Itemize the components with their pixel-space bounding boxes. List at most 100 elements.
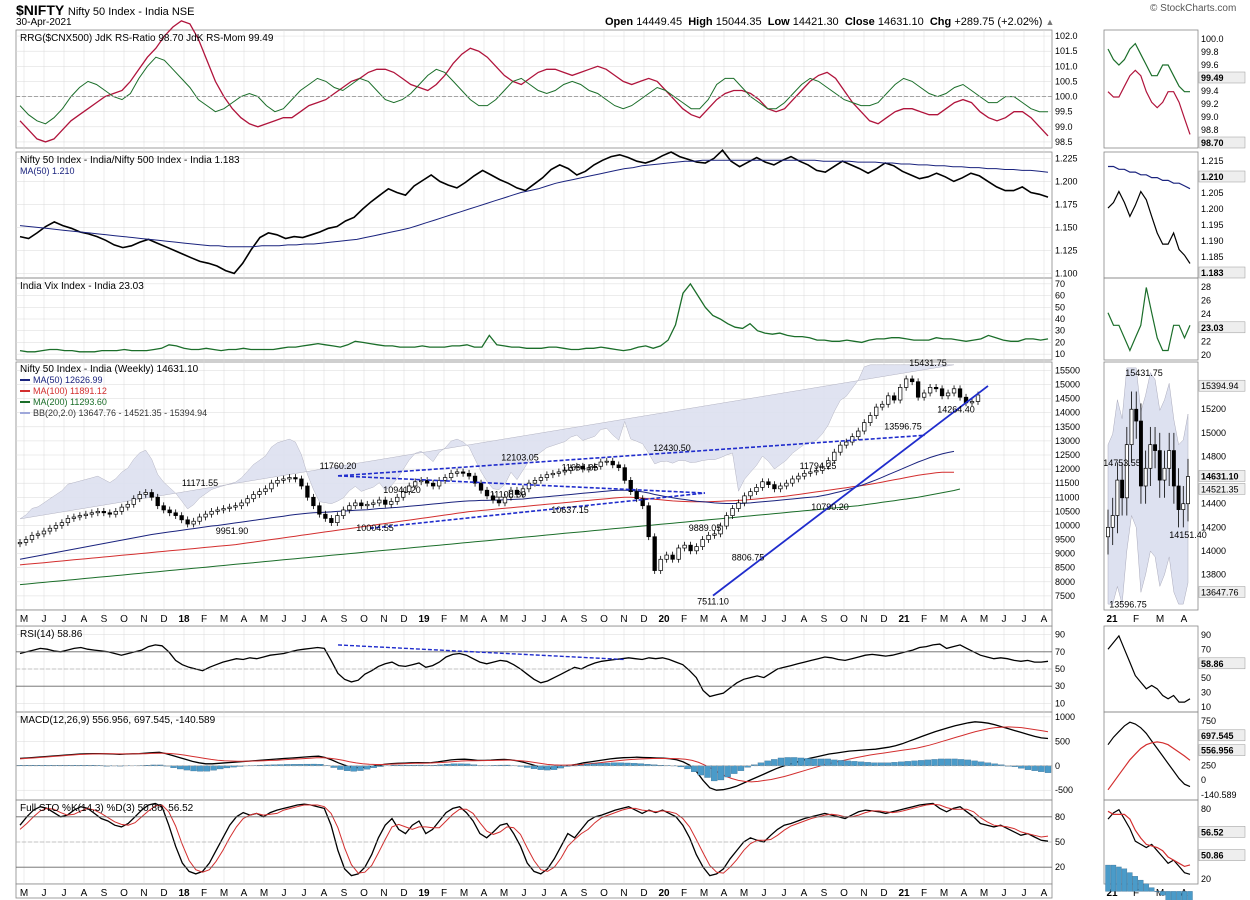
month-label-bottom: A — [481, 888, 488, 899]
candle-body — [730, 508, 735, 516]
macd-histogram-bar — [891, 762, 898, 766]
inset-macd-histogram-bar — [1105, 864, 1111, 892]
y-tick-label: 500 — [1055, 736, 1070, 746]
month-label-bottom: S — [341, 888, 348, 899]
inset-value-tag — [1198, 71, 1246, 84]
y-tick-label: 98.5 — [1055, 137, 1073, 147]
month-label-bottom: J — [782, 888, 787, 899]
price-annotation: 10941.20 — [383, 485, 421, 495]
inset-tick-label: 14631.10 — [1201, 471, 1239, 481]
candle-body — [101, 511, 106, 514]
candle-body — [532, 480, 538, 484]
y-tick-label: 1.200 — [1055, 176, 1078, 186]
inset-tick-label: 20 — [1201, 874, 1211, 884]
month-label-bottom: D — [880, 888, 887, 899]
y-tick-label: 1.125 — [1055, 245, 1078, 255]
y-tick-label: 1.175 — [1055, 199, 1078, 209]
inset-candle-body — [1110, 515, 1115, 528]
month-label-bottom: J — [302, 888, 307, 899]
inset-value-tag — [1198, 729, 1246, 742]
candle-body — [17, 542, 23, 545]
candle-body — [419, 480, 424, 483]
price-annotation: 15431.75 — [909, 358, 947, 368]
macd-histogram-bar — [744, 765, 751, 768]
inset-tick-label: 1.210 — [1201, 172, 1224, 182]
month-label-bottom: D — [160, 888, 167, 899]
macd-histogram-bar — [804, 758, 811, 766]
month-label-bottom: A — [721, 888, 728, 899]
chg-label: Chg — [929, 16, 952, 28]
month-label-bottom: 20 — [658, 888, 670, 899]
candle-body — [526, 482, 532, 490]
inset-tick-label: 28 — [1201, 282, 1211, 292]
candle-body — [604, 460, 609, 463]
candle-body — [425, 480, 430, 484]
inset-tick-label: 750 — [1201, 716, 1216, 726]
inset-value-tag — [1198, 470, 1246, 482]
candle-body — [909, 378, 915, 383]
candle-body — [113, 511, 118, 515]
low-label: Low — [767, 16, 790, 28]
y-tick-label: 80 — [1055, 812, 1065, 822]
inset-tick-label: 100.0 — [1201, 34, 1224, 44]
series-line-rrg-1 — [19, 56, 1048, 125]
inset-candle-body — [1148, 444, 1153, 469]
candle-body — [239, 502, 244, 507]
month-label-bottom: M — [980, 888, 988, 899]
month-label-bottom: N — [860, 888, 867, 899]
month-label-bottom: A — [241, 888, 248, 899]
candle-body — [736, 502, 741, 509]
candle-body — [107, 512, 112, 515]
candle-body — [245, 498, 250, 504]
macd-histogram-bar — [711, 765, 718, 782]
inset-tick-label: 1.205 — [1201, 188, 1224, 198]
candle-body — [903, 378, 909, 388]
inset-tick-label: 98.70 — [1201, 138, 1224, 148]
ohlc-readout: Open 14449.45 High 15044.35 Low 14421.30… — [605, 16, 1055, 28]
month-label-bottom: O — [840, 888, 848, 899]
candle-body — [598, 461, 603, 467]
candle-body — [802, 472, 807, 477]
candle-body — [975, 394, 981, 402]
y-tick-label: 10 — [1055, 349, 1065, 359]
candle-body — [221, 508, 226, 511]
inset-tick-label: 22 — [1201, 336, 1211, 346]
candle-body — [688, 544, 693, 552]
candle-body — [466, 472, 472, 477]
y-tick-label: 0 — [1055, 761, 1060, 771]
candle-body — [718, 525, 723, 535]
candle-body — [706, 534, 711, 540]
price-annotation: 11794.25 — [800, 461, 837, 471]
candle-body — [413, 481, 418, 487]
inset-tick-label: 20 — [1201, 350, 1211, 360]
inset-frame-price — [1103, 361, 1199, 611]
macd-histogram-bar — [263, 764, 271, 766]
candle-body — [921, 392, 927, 398]
price-annotation: 13596.75 — [884, 422, 922, 432]
inset-tick-label: 99.49 — [1201, 73, 1224, 83]
high-label: High — [688, 16, 713, 28]
candle-body — [305, 485, 310, 498]
y-tick-label: 13500 — [1055, 422, 1080, 432]
y-tick-label: 10500 — [1055, 506, 1080, 516]
macd-histogram-bar — [978, 761, 985, 766]
candle-body — [694, 546, 699, 552]
macd-histogram-bar — [884, 762, 891, 766]
macd-histogram-bar — [390, 764, 397, 766]
y-tick-label: 14000 — [1055, 408, 1080, 418]
macd-histogram-bar — [177, 765, 184, 770]
candle-body — [155, 496, 160, 507]
price-annotation: 11171.55 — [182, 478, 218, 488]
candle-body — [796, 475, 801, 480]
candle-body — [167, 509, 172, 514]
candle-body — [868, 415, 873, 423]
candle-body — [317, 505, 322, 515]
inset-macd-histogram-bar — [1160, 891, 1166, 896]
price-annotation: 9889.05 — [689, 523, 722, 533]
month-label-bottom: M — [260, 888, 268, 899]
candle-body — [969, 401, 975, 404]
price-annotation: 8806.75 — [732, 553, 765, 563]
month-label-bottom: A — [961, 888, 968, 899]
macd-histogram-bar — [811, 758, 818, 766]
month-label-bottom: A — [561, 888, 568, 899]
